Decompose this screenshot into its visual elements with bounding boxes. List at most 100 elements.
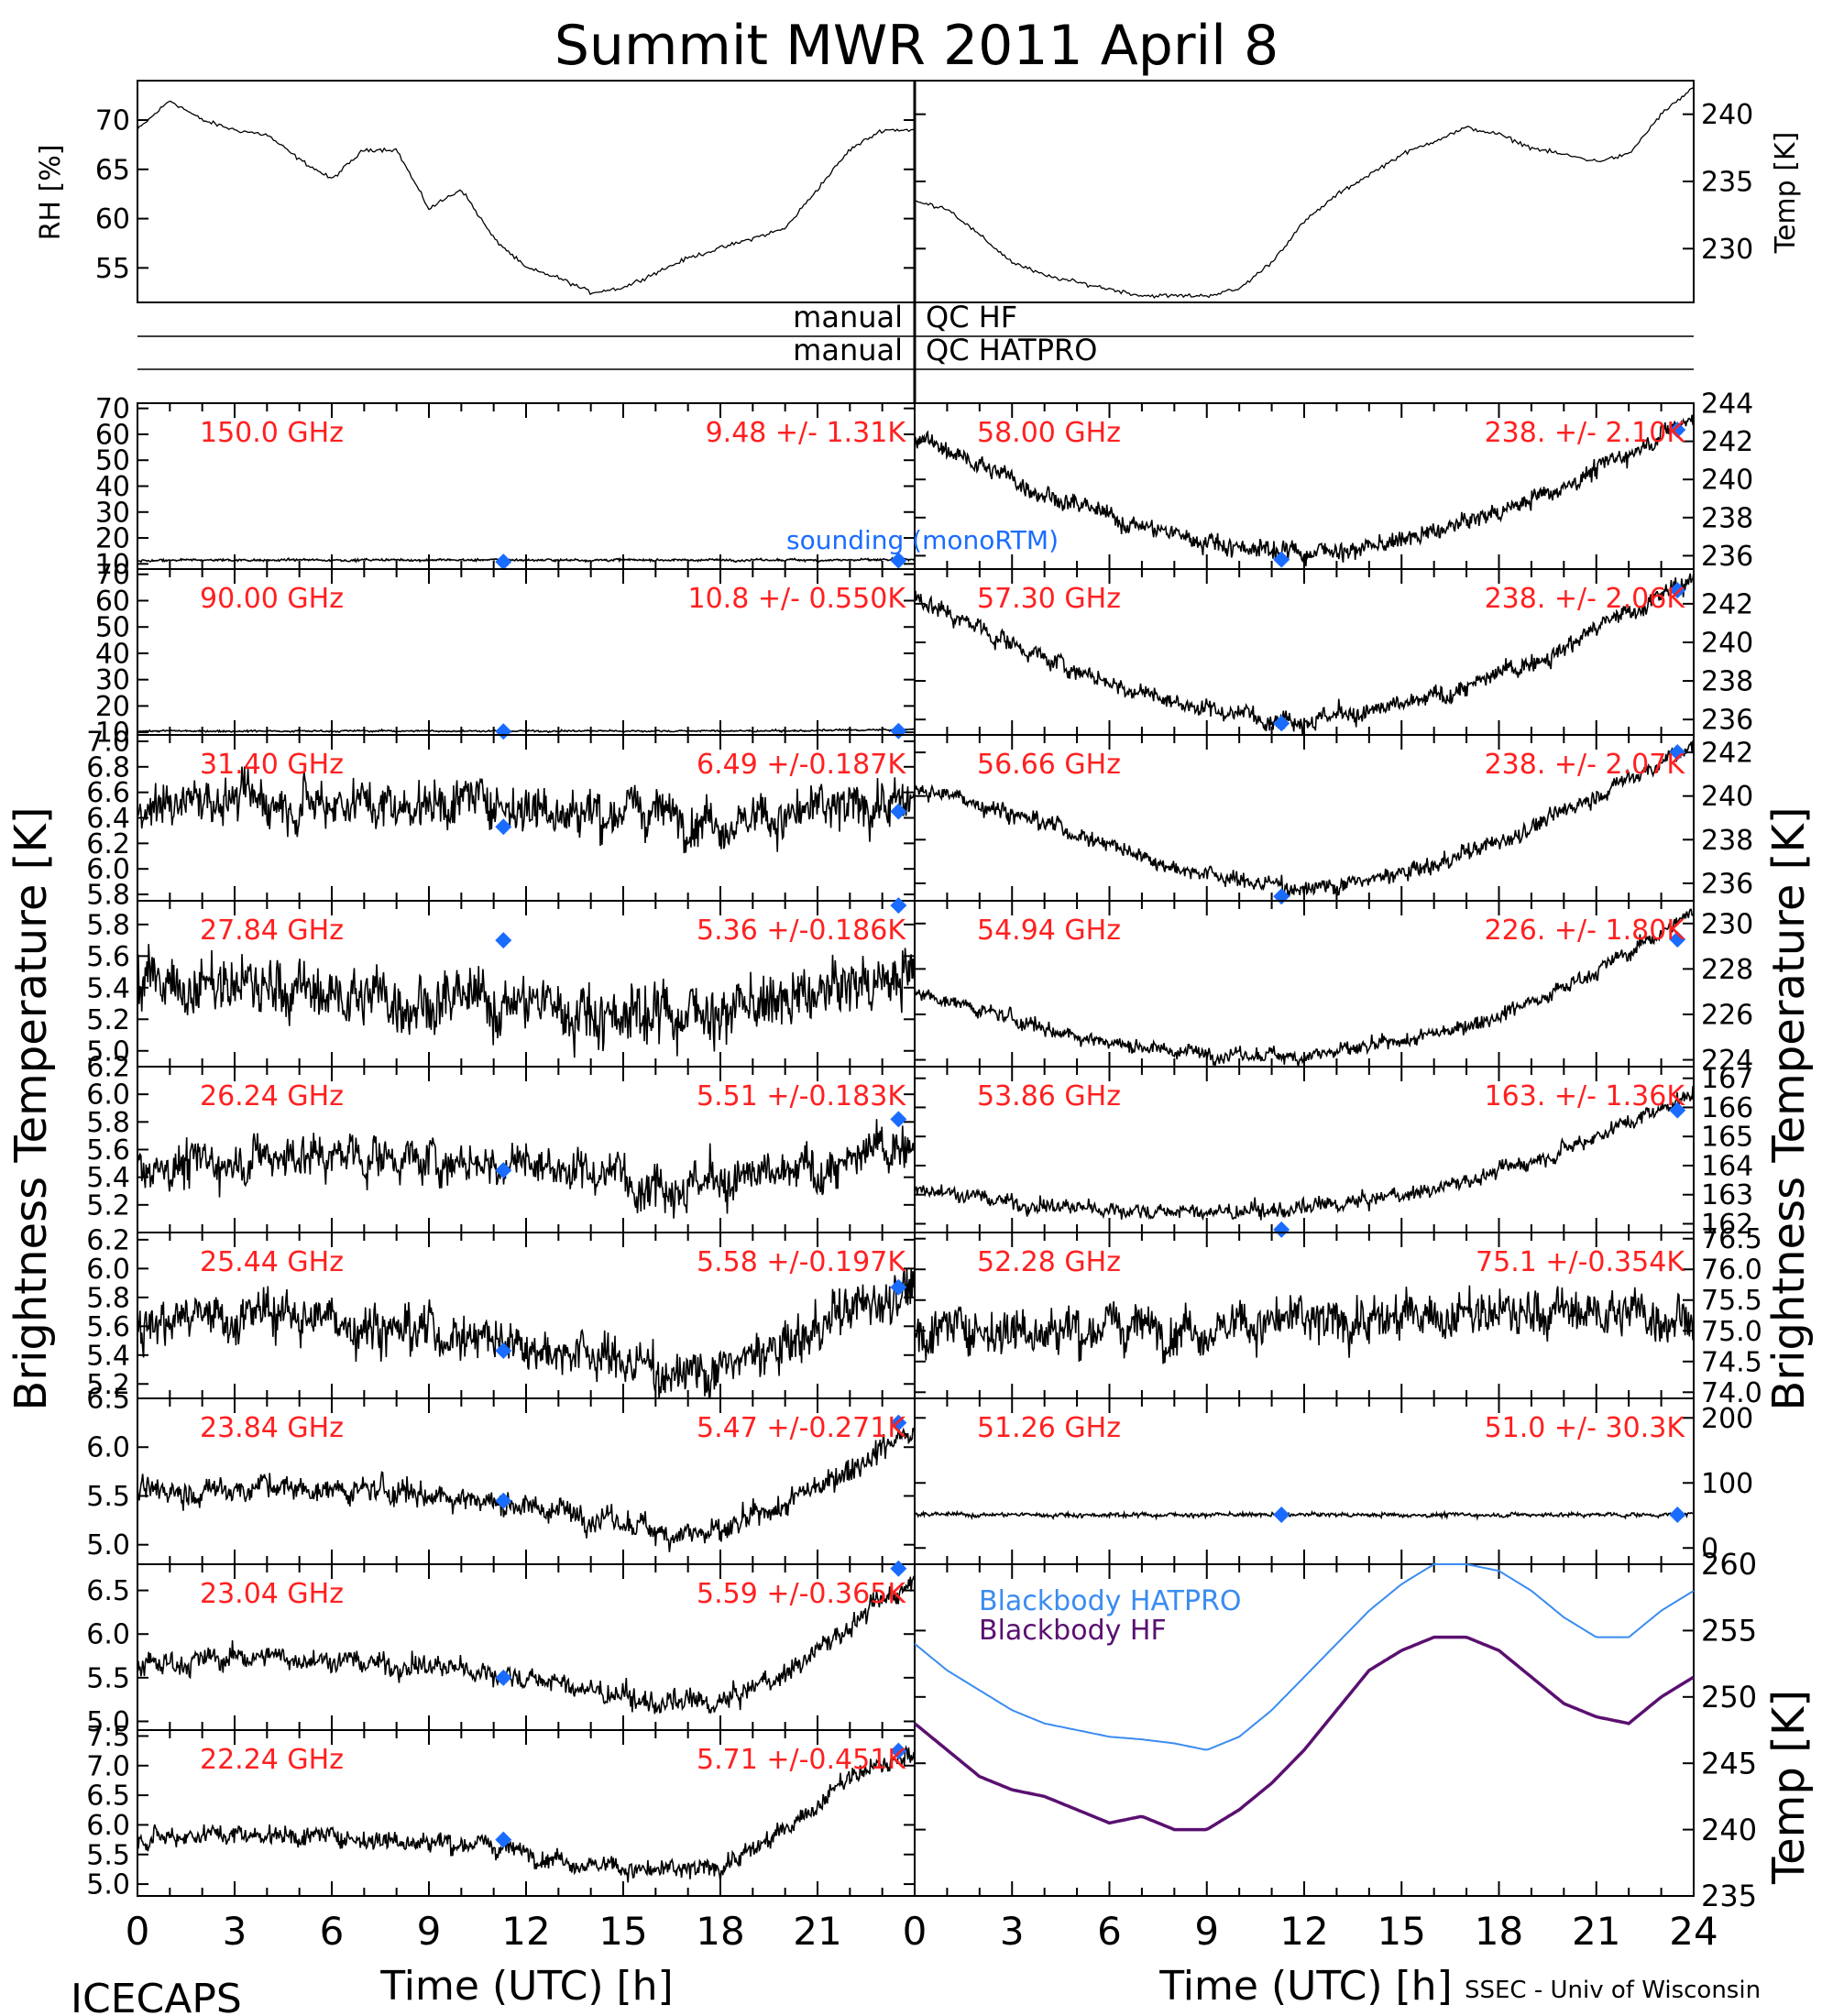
right-bt-2-ytick-label: 236 (1701, 868, 1753, 900)
left-bt-6-panel: 5.0 5.5 6.0 6.5 23.84 GHz 5.47 +/-0.271K (86, 1384, 916, 1565)
left-bt-8-ytick-label: 7.0 (86, 1750, 130, 1782)
right-bt-1-sounding-point (1669, 582, 1686, 599)
xlabel-right: Time (UTC) [h] (1158, 1963, 1452, 2010)
left-bt-2-stat-label: 6.49 +/-0.187K (697, 749, 906, 781)
left-bt-5-sounding-point (890, 1278, 907, 1296)
x-tick-label-left: 21 (793, 1909, 841, 1954)
left-bt-0-ytick-label: 20 (95, 523, 130, 555)
right-bt-6-panel: 0 100 200 51.26 GHz 51.0 +/- 30.3K (914, 1397, 1753, 1565)
bt-axis-label-left: Brightness Temperature [K] (5, 806, 57, 1410)
left-bt-8-panel: 5.05.56.06.57.07.5 22.24 GHz 5.71 +/-0.451… (86, 1721, 916, 1901)
left-bt-5-ytick-label: 5.2 (86, 1369, 130, 1401)
left-bt-6-ytick-label: 6.5 (86, 1384, 130, 1416)
left-bt-8-ytick-label: 6.5 (86, 1780, 130, 1813)
left-bt-1-ytick-label: 50 (95, 612, 130, 644)
left-bt-4-ytick-label: 5.8 (86, 1107, 130, 1139)
left-bt-4-sounding-point (890, 1111, 907, 1128)
temp-axis-label-bottom: Temp [K] (1763, 1690, 1815, 1885)
right-bt-2-panel: 236 238 240 242 56.66 GHz 238. +/- 2.07K (914, 734, 1753, 905)
air-temp-ytick-label: 230 (1701, 234, 1753, 266)
right-bt-1-series-line (914, 572, 1695, 735)
left-bt-5-series-line (137, 1267, 916, 1399)
air-temp-ytick-label: 235 (1701, 167, 1753, 199)
left-bt-3-ytick-label: 5.2 (86, 1004, 130, 1036)
left-bt-4-stat-label: 5.51 +/-0.183K (697, 1080, 906, 1112)
rh-series-line (137, 100, 916, 296)
right-bt-1-ytick-label: 240 (1701, 627, 1753, 659)
left-bt-0-ytick-label: 10 (95, 549, 130, 581)
qc-rows: manual QC HF manual QC HATPRO (137, 300, 1694, 370)
left-bt-1-ytick-label: 70 (95, 559, 130, 591)
x-tick-label-right: 21 (1572, 1909, 1620, 1954)
blackbody-hatpro-line (914, 1563, 1695, 1751)
left-bt-0-stat-label: 9.48 +/- 1.31K (706, 417, 907, 449)
left-bt-6-ytick-label: 5.5 (86, 1481, 130, 1513)
right-bt-2-series-line (914, 740, 1695, 898)
left-bt-3-ytick-label: 5.6 (86, 941, 130, 973)
x-tick-label-right: 6 (1097, 1909, 1122, 1954)
left-bt-5-stat-label: 5.58 +/-0.197K (697, 1246, 906, 1278)
right-bt-3-series-line (914, 908, 1695, 1068)
left-bt-5-sounding-point (495, 1342, 512, 1360)
left-bt-4-sounding-point (495, 1162, 512, 1179)
right-bt-6-series-line (914, 1509, 1695, 1521)
left-bt-3-ytick-label: 5.8 (86, 909, 130, 941)
left-bt-7-ytick-label: 5.5 (86, 1662, 130, 1694)
right-bt-0-ytick-label: 238 (1701, 502, 1753, 534)
right-bt-0-ytick-label: 242 (1701, 426, 1753, 458)
left-bt-6-series-line (137, 1427, 916, 1552)
rh-ytick-label: 55 (95, 253, 130, 285)
left-bt-1-ytick-label: 60 (95, 586, 130, 618)
right-bt-4-ytick-label: 163 (1701, 1179, 1753, 1211)
right-bt-3-sounding-point (1669, 931, 1686, 948)
blackbody-panel: 235 240 245 250 255 260 Blackbody HATPROBlackb… (913, 1547, 1757, 1913)
left-bt-3-series-line (137, 944, 916, 1058)
right-bt-3-ytick-label: 224 (1701, 1045, 1753, 1077)
left-bt-4-ytick-label: 5.2 (86, 1189, 130, 1222)
left-bt-7-ytick-label: 6.0 (86, 1619, 130, 1651)
blackbody-hf-line (913, 1635, 1695, 1832)
left-bt-2-sounding-point (890, 803, 907, 820)
left-bt-1-freq-label: 90.00 GHz (200, 583, 344, 615)
right-bt-5-stat-label: 75.1 +/-0.354K (1476, 1246, 1685, 1278)
blackbody-ytick-label: 240 (1701, 1813, 1757, 1847)
left-bt-7-series-line (137, 1575, 916, 1715)
left-bt-8-ytick-label: 5.0 (86, 1869, 130, 1901)
left-bt-3-ytick-label: 5.0 (86, 1035, 130, 1068)
right-bt-0-ytick-label: 240 (1701, 465, 1753, 497)
right-bt-2-stat-label: 238. +/- 2.07K (1485, 749, 1686, 781)
right-bt-5-ytick-label: 75.5 (1701, 1285, 1762, 1317)
right-bt-3-ytick-label: 230 (1701, 908, 1753, 940)
left-bt-4-ytick-label: 6.0 (86, 1079, 130, 1112)
left-bt-4-freq-label: 26.24 GHz (200, 1080, 344, 1112)
rh-panel: 55 60 65 70 (95, 80, 916, 303)
qc-hf-left: manual (793, 300, 903, 334)
left-bt-8-stat-label: 5.71 +/-0.451K (697, 1744, 906, 1776)
right-bt-2-ytick-label: 242 (1701, 738, 1753, 770)
air-temp-series-line (914, 86, 1695, 300)
x-tick-label-left: 15 (598, 1909, 647, 1954)
left-bt-6-ytick-label: 6.0 (86, 1432, 130, 1464)
left-bt-6-stat-label: 5.47 +/-0.271K (697, 1412, 906, 1444)
left-bt-8-sounding-point (890, 1742, 907, 1759)
xlabel-left: Time (UTC) [h] (379, 1963, 673, 2010)
legend-bb-hatpro: Blackbody HATPRO (979, 1585, 1242, 1617)
right-bt-6-sounding-point (1669, 1507, 1686, 1524)
left-bt-7-sounding-point (890, 1560, 907, 1577)
right-bt-4-ytick-label: 164 (1701, 1150, 1753, 1182)
blackbody-ytick-label: 235 (1701, 1879, 1757, 1913)
left-bt-5-panel: 5.25.45.65.86.06.2 25.44 GHz 5.58 +/-0.197… (86, 1224, 916, 1401)
left-bt-5-ytick-label: 6.2 (86, 1224, 130, 1256)
left-bt-4-series-line (137, 1119, 916, 1219)
sounding-legend: sounding (monoRTM) (786, 525, 1059, 555)
left-bt-6-sounding-point (890, 1414, 907, 1431)
left-bt-2-ytick-label: 6.0 (86, 854, 130, 886)
left-bt-1-ytick-label: 40 (95, 638, 130, 670)
right-bt-4-sounding-point (1669, 1101, 1686, 1119)
left-bt-8-ytick-label: 7.5 (86, 1721, 130, 1753)
left-bt-4-ytick-label: 6.2 (86, 1052, 130, 1084)
right-bt-0-series-line (914, 414, 1695, 566)
right-bt-0-sounding-point (1669, 422, 1686, 439)
left-bt-0-ytick-label: 40 (95, 471, 130, 503)
